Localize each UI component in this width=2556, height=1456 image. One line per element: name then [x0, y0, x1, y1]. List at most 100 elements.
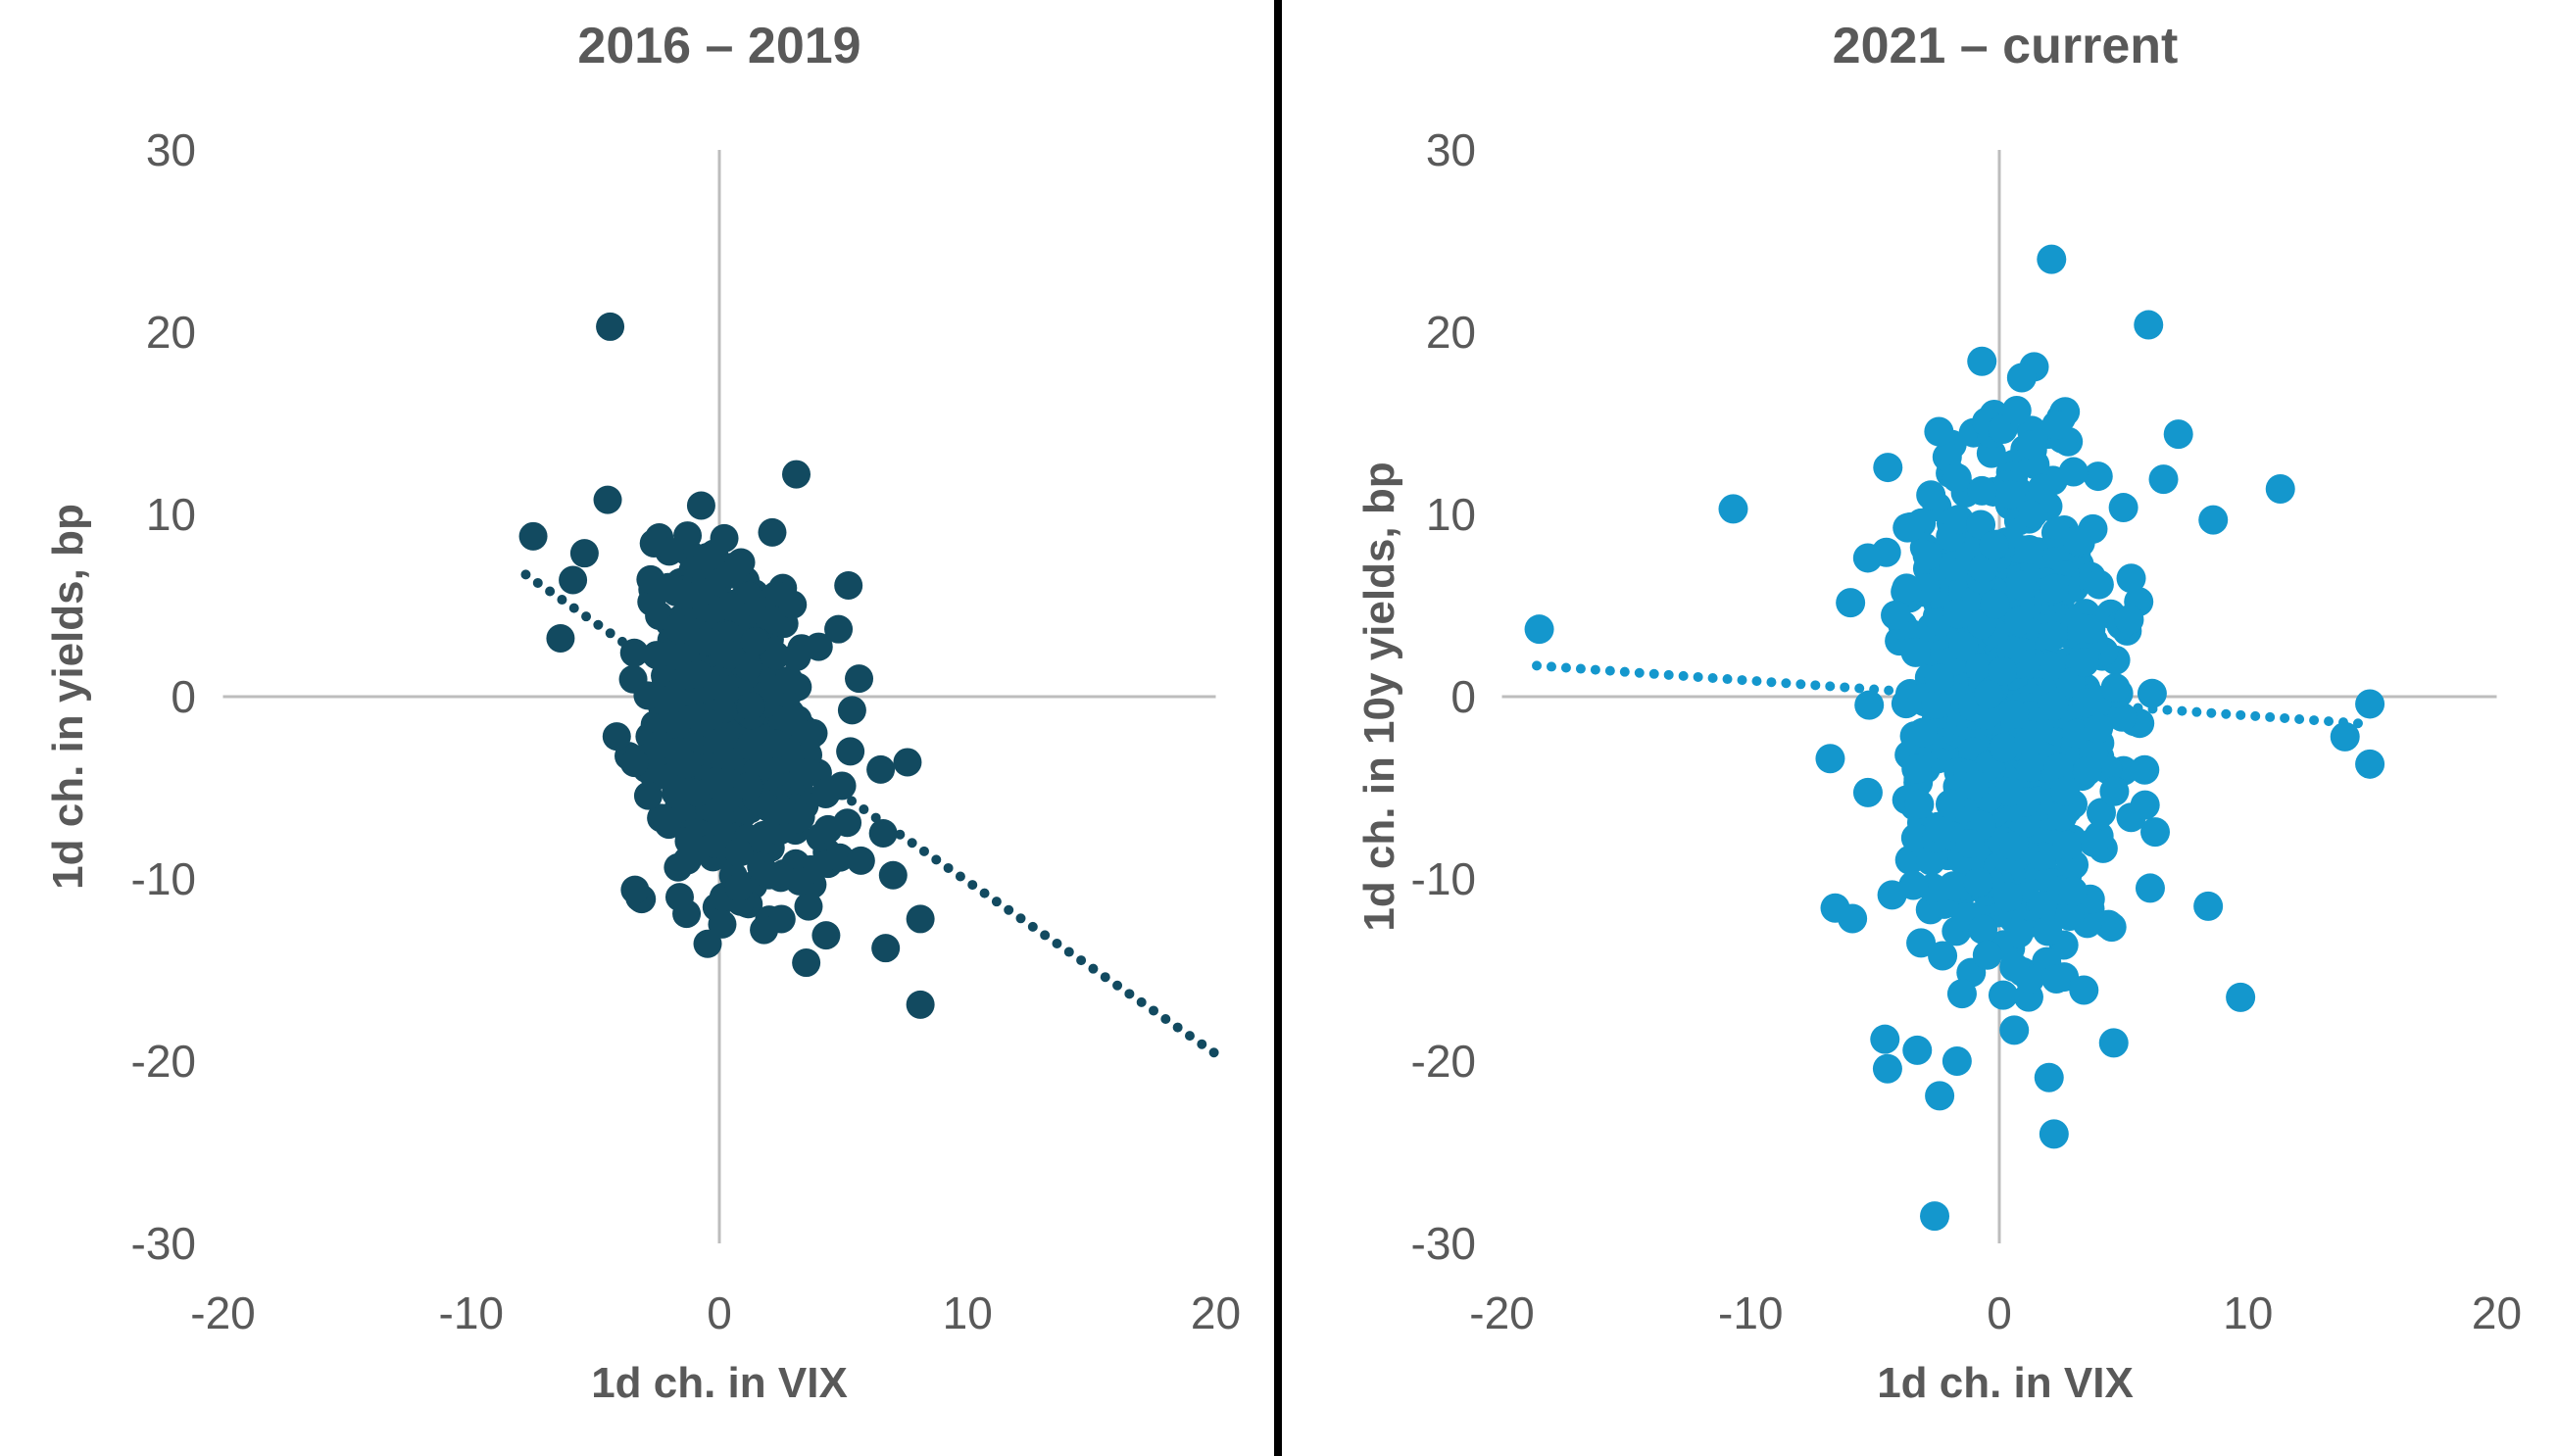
data-point — [2083, 713, 2113, 744]
data-point — [1968, 914, 1998, 945]
data-point — [2058, 457, 2089, 487]
data-point — [2130, 754, 2160, 785]
data-point — [724, 873, 754, 902]
data-point — [1924, 416, 1954, 447]
data-point — [1938, 871, 1968, 901]
data-point — [714, 640, 744, 669]
data-point — [2043, 752, 2074, 783]
data-point — [2083, 461, 2113, 492]
data-point — [658, 709, 687, 739]
data-point — [716, 559, 746, 589]
data-point — [845, 664, 874, 694]
data-point — [1967, 475, 1997, 506]
data-point-outlier — [2163, 419, 2193, 450]
data-point — [1852, 543, 1883, 573]
data-point-outlier — [2134, 310, 2164, 340]
data-point — [768, 796, 798, 825]
data-point — [2137, 678, 2167, 708]
right-x-tick-label: 0 — [1987, 1287, 2012, 1338]
data-point — [1852, 777, 1883, 807]
left-x-axis-title: 1d ch. in VIX — [591, 1359, 848, 1407]
data-point-outlier — [2039, 1119, 2069, 1149]
data-point — [2033, 916, 2063, 946]
left-y-tick-label: 30 — [145, 124, 196, 175]
data-point-outlier — [906, 990, 935, 1019]
data-point — [1881, 600, 1911, 630]
data-point — [2084, 569, 2114, 600]
data-point — [2003, 918, 2034, 948]
data-point-outlier — [811, 921, 841, 950]
data-point-outlier — [664, 883, 694, 912]
data-point — [619, 638, 649, 667]
data-point — [1904, 789, 1935, 819]
data-point — [707, 727, 736, 756]
data-point-outlier — [866, 754, 896, 784]
data-point-outlier — [2006, 363, 2037, 393]
data-point — [708, 909, 737, 939]
data-point — [782, 643, 811, 672]
data-point — [1988, 655, 2018, 686]
data-point-outlier — [2037, 244, 2067, 274]
data-point — [1942, 599, 1973, 629]
data-point — [710, 674, 739, 704]
data-point — [692, 627, 721, 656]
data-point — [1994, 777, 2025, 807]
data-point — [1900, 637, 1931, 667]
data-point — [686, 491, 715, 520]
data-point — [1921, 689, 1951, 719]
data-point-outlier — [2034, 1062, 2064, 1092]
data-point-outlier — [871, 934, 901, 963]
right-y-axis-title: 1d ch. in 10y yields, bp — [1355, 461, 1403, 932]
data-point — [569, 539, 599, 568]
data-point — [2107, 702, 2138, 732]
data-point-outlier — [2069, 975, 2099, 1005]
data-point — [1979, 530, 2009, 560]
right-x-tick-label: 10 — [2223, 1287, 2274, 1338]
data-point-outlier — [1870, 1024, 1900, 1054]
data-point — [2047, 801, 2078, 832]
data-point-outlier — [1967, 346, 1997, 376]
left-y-tick-label: 10 — [145, 489, 196, 540]
data-point-outlier — [1718, 494, 1748, 524]
data-point — [2135, 873, 2165, 903]
data-point-outlier — [2265, 473, 2295, 504]
data-point-outlier — [750, 915, 779, 945]
data-point — [1998, 700, 2029, 730]
data-point-outlier — [518, 521, 548, 551]
data-point — [1948, 631, 1979, 661]
data-point-outlier — [1946, 979, 1977, 1009]
data-point-outlier — [1902, 1035, 1933, 1065]
data-point — [2054, 901, 2085, 932]
data-point-outlier — [2001, 395, 2032, 425]
data-point — [2108, 493, 2138, 523]
data-point — [1999, 831, 2030, 861]
left-x-tick-label: 10 — [942, 1287, 993, 1338]
data-point — [2050, 776, 2081, 806]
left-y-tick-label: 20 — [145, 307, 196, 358]
data-point-outlier — [868, 819, 898, 848]
data-point — [1907, 717, 1938, 748]
left-x-tick-label: -20 — [190, 1287, 256, 1338]
data-point-outlier — [824, 614, 854, 644]
right-x-axis-title: 1d ch. in VIX — [1877, 1359, 2134, 1407]
data-point-outlier — [2355, 689, 2385, 719]
data-point — [740, 627, 769, 656]
data-point-outlier — [559, 565, 588, 595]
data-point-outlier — [1925, 1081, 1955, 1111]
data-point-outlier — [2041, 410, 2072, 440]
data-point — [653, 806, 682, 836]
data-point — [642, 641, 671, 670]
data-point — [712, 785, 741, 814]
data-point — [1974, 679, 2004, 709]
data-point-outlier — [782, 460, 811, 489]
data-point — [1925, 813, 1955, 844]
data-point — [1993, 882, 2024, 912]
data-point — [2052, 830, 2083, 860]
data-point — [1989, 733, 2019, 763]
data-point — [2058, 876, 2089, 906]
data-point — [1928, 941, 1958, 971]
data-point — [1894, 845, 1925, 875]
data-point — [1906, 928, 1937, 958]
